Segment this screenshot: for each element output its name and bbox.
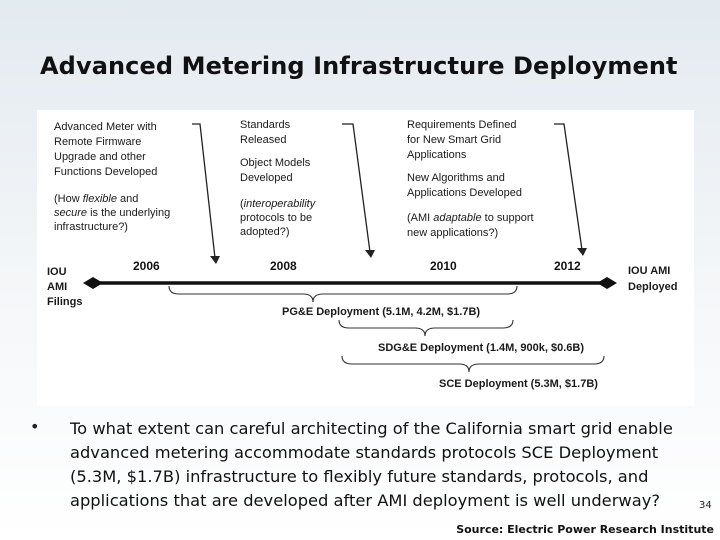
box1-question-line3: infrastructure?): [54, 221, 128, 233]
slide-title: Advanced Metering Infrastructure Deploym…: [40, 52, 678, 80]
timeline-end-diamond: [597, 277, 617, 289]
box2-line: Developed: [240, 172, 293, 184]
arrow-to-2008: [342, 123, 371, 253]
bracket-sce: [341, 355, 605, 373]
box3-line: Requirements Defined: [407, 119, 516, 131]
box1-line: Functions Developed: [54, 166, 157, 178]
box2-line: Released: [240, 134, 286, 146]
year-label: 2010: [430, 259, 457, 273]
deployment-brackets: [168, 285, 605, 373]
deployment-label-sdge: SDG&E Deployment (1.4M, 900k, $0.6B): [378, 342, 584, 354]
year-label: 2012: [554, 259, 581, 273]
box2-line: Object Models: [240, 157, 311, 169]
box3-line: Applications Developed: [407, 187, 522, 199]
year-label: 2008: [270, 259, 297, 273]
bracket-sdge: [338, 319, 514, 337]
year-label: 2006: [133, 259, 160, 273]
arrow-to-2012: [554, 123, 583, 251]
page-number: 34: [699, 500, 712, 511]
milestone-meter-firmware: Advanced Meter with Remote Firmware Upgr…: [54, 121, 170, 233]
timeline-start-diamond: [83, 277, 103, 289]
arrowhead: [365, 250, 375, 258]
box3-question-line2: new applications?): [407, 227, 498, 239]
box1-line: Remote Firmware: [54, 136, 141, 148]
bracket-pge: [168, 285, 518, 303]
box2-question-line2: protocols to be: [240, 212, 312, 224]
deployment-label-sce: SCE Deployment (5.3M, $1.7B): [439, 378, 598, 390]
box2-question-line1: (interoperability: [240, 198, 317, 210]
arrow-to-2006: [192, 123, 216, 259]
box3-line: Applications: [407, 149, 467, 161]
deployment-label-pge: PG&E Deployment (5.1M, 4.2M, $1.7B): [282, 306, 480, 318]
left-label: Filings: [47, 296, 82, 308]
box1-line: Advanced Meter with: [54, 121, 157, 133]
box3-line: for New Smart Grid: [407, 134, 501, 146]
arrowheads: [210, 248, 587, 264]
bullet-dot: •: [30, 417, 40, 436]
left-label: IOU: [47, 266, 67, 278]
right-label: IOU AMI: [628, 265, 670, 277]
milestone-standards-released: Standards Released Object Models Develop…: [240, 119, 317, 238]
pointer-arrows: [192, 123, 583, 259]
box3-line: New Algorithms and: [407, 172, 505, 184]
left-label: AMI: [47, 281, 67, 293]
box1-question-line2: secure is the underlying: [54, 207, 170, 219]
bullet-text: To what extent can careful architecting …: [70, 419, 673, 510]
box2-question-line3: adopted?): [240, 226, 290, 238]
timeline: 2006 2008 2010 2012 IOU AMI Filings IOU …: [47, 259, 678, 308]
box1-line: Upgrade and other: [54, 151, 146, 163]
milestone-requirements-defined: Requirements Defined for New Smart Grid …: [407, 119, 534, 239]
box2-line: Standards: [240, 119, 291, 131]
deployment-timeline-diagram: Advanced Meter with Remote Firmware Upgr…: [37, 110, 694, 406]
box1-question-line1: (How flexible and: [54, 193, 138, 205]
source-credit: Source: Electric Power Research Institut…: [456, 523, 714, 536]
box3-question-line1: (AMI adaptable to support: [407, 212, 534, 224]
arrowhead: [577, 248, 587, 256]
arrowhead: [210, 256, 220, 264]
right-label: Deployed: [628, 281, 678, 293]
